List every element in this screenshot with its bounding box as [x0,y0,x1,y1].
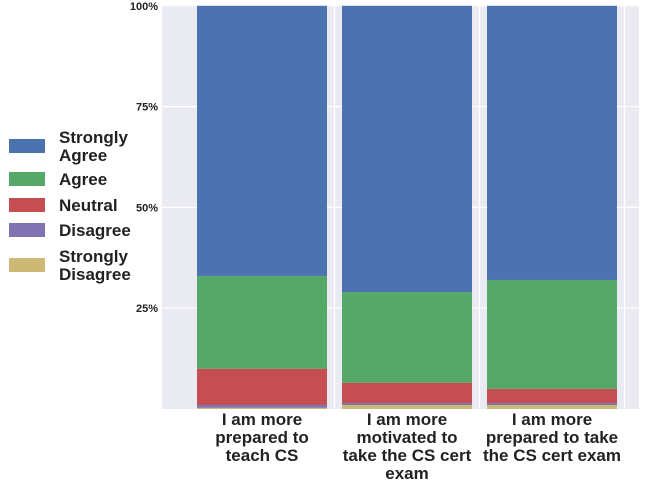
x-tick-line: prepared to take [486,428,618,447]
x-tick-label: I am more motivated to take the CS cert exa… [343,410,472,483]
x-axis-ticks: I am more prepared to teach CSI am more mot… [215,410,621,483]
x-tick-line: I am more [367,410,447,429]
bar-segment-strongly-disagree-2 [487,404,617,409]
bar-segment-disagree-1 [342,402,472,405]
bar-segment-strongly-agree-0 [197,5,327,276]
legend-swatch-strongly-agree [9,139,45,153]
legend-swatch-strongly-disagree [9,258,45,272]
x-tick-line: take the CS cert [343,446,472,465]
x-tick-line: motivated to [356,428,457,447]
x-tick-line: I am more [512,410,592,429]
x-tick-line: prepared to [215,428,309,447]
legend: Strongly AgreeAgreeNeutralDisagreeStrongl… [9,128,131,284]
y-tick-label: 50% [136,202,158,214]
bar-segment-neutral-1 [342,382,472,403]
legend-label-line: Strongly [59,128,128,147]
legend-label-line: Agree [59,146,107,165]
x-tick-line: teach CS [226,446,299,465]
x-tick-line: exam [385,464,428,483]
legend-swatch-neutral [9,198,45,212]
bar-segment-agree-1 [342,292,472,383]
bar-segment-strongly-agree-2 [487,5,617,280]
legend-label: Strongly Disagree [59,247,131,284]
legend-label-line: Neutral [59,196,118,215]
bars [197,5,617,409]
x-tick-label: I am more prepared to take the CS cert exa… [483,410,621,465]
legend-swatch-agree [9,172,45,186]
legend-swatch-disagree [9,223,45,237]
legend-label: Disagree [59,221,131,240]
legend-label: Strongly Agree [59,128,128,165]
y-axis-ticks: 25% 50% 75% 100% [130,1,158,315]
y-tick-label: 25% [136,303,158,315]
legend-label-line: Agree [59,170,107,189]
bar-segment-agree-2 [487,279,617,389]
bar-segment-neutral-2 [487,388,617,403]
bar-segment-strongly-disagree-0 [197,407,327,409]
legend-label-line: Disagree [59,221,131,240]
x-tick-line: I am more [222,410,302,429]
bar-segment-neutral-0 [197,368,327,405]
bar-segment-disagree-0 [197,404,327,408]
bar-segment-agree-0 [197,275,327,369]
y-tick-label: 75% [136,102,158,114]
x-tick-label: I am more prepared to teach CS [215,410,309,465]
legend-label: Neutral [59,196,118,215]
y-tick-label: 100% [130,1,158,13]
bar-segment-strongly-agree-1 [342,5,472,293]
legend-label-line: Strongly [59,247,128,266]
bar-segment-disagree-2 [487,402,617,405]
legend-label-line: Disagree [59,265,131,284]
x-tick-line: the CS cert exam [483,446,621,465]
bar-segment-strongly-disagree-1 [342,404,472,409]
legend-label: Agree [59,170,107,189]
